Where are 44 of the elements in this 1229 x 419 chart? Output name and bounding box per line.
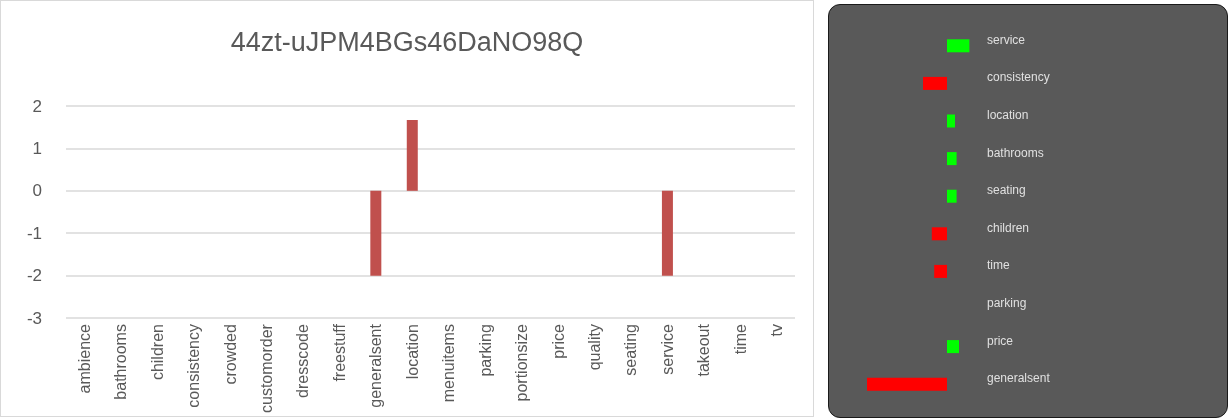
x-tick-label: consistency [185,324,203,408]
x-tick-label: customorder [257,323,275,413]
x-tick-label: takeout [695,323,713,377]
bar [923,76,947,90]
y-tick-label: 0 [32,181,42,201]
x-tick-label: menuitems [440,324,458,403]
x-tick-label: location [403,324,421,380]
x-tick-label: service [658,323,676,375]
y-tick-label: children [987,220,1030,235]
x-tick-label: dresscode [294,323,312,398]
x-tick-label: time [731,323,749,355]
y-tick-label: -2 [26,266,42,286]
bar [931,227,947,241]
bar [947,340,959,354]
bar [947,39,970,53]
y-tick-label: parking [987,296,1027,310]
bar [947,189,957,203]
y-tick-label: 1 [32,138,42,158]
x-tick-label: quality [586,324,604,371]
y-tick-label: time [987,258,1010,273]
y-tick-label: -3 [26,308,42,328]
x-tick-label: generalsent [367,323,385,408]
x-tick-label: bathrooms [112,324,130,400]
y-tick-label: -1 [26,223,42,243]
x-tick-label: portionsize [513,323,531,402]
chart-title: 44zt-uJPM4BGs46DaNO98Q [230,26,584,57]
x-tick-label: children [148,324,166,381]
bar [934,264,947,278]
x-tick-label: tv [768,324,786,337]
x-tick-label: ambience [75,323,93,394]
y-tick-label: location [987,108,1029,122]
y-tick-label: consistency [987,70,1050,85]
y-tick-label: 2 [32,96,42,116]
x-tick-label: freestuff [330,323,348,382]
y-tick-label: bathrooms [987,145,1044,160]
x-tick-label: seating [622,324,640,376]
y-tick-label: service [987,32,1026,47]
x-tick-label: crowded [221,324,239,385]
x-tick-label: price [549,323,567,359]
bar [947,152,957,166]
y-tick-label: seating [987,183,1026,198]
bar [867,377,947,391]
bar [947,114,955,128]
x-tick-label: parking [476,324,494,377]
